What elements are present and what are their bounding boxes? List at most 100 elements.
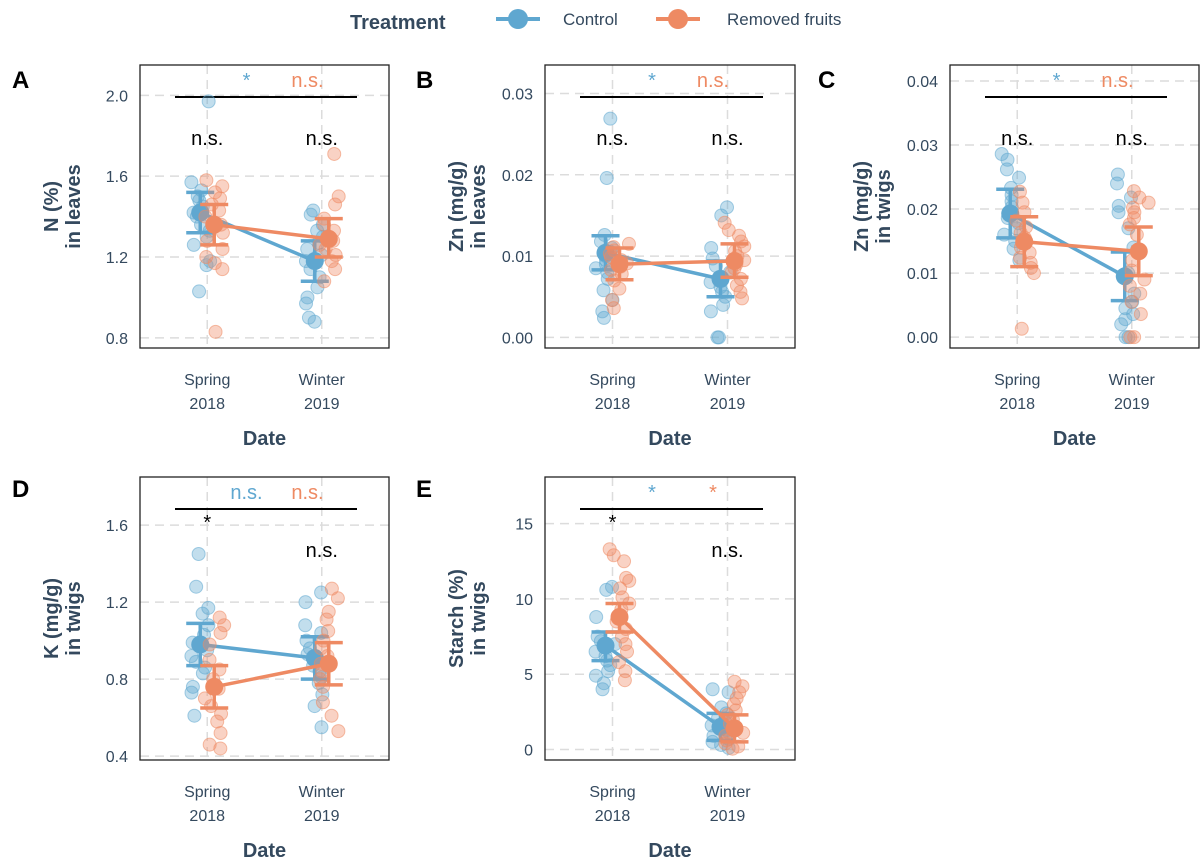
data-point — [315, 695, 330, 710]
x-axis-title: Date — [648, 428, 691, 450]
mean-point — [1015, 232, 1034, 251]
data-point — [613, 581, 628, 596]
mean-point — [725, 251, 744, 270]
series-removed-fruits — [602, 215, 752, 316]
data-point — [202, 637, 217, 652]
series-removed-fruits — [197, 581, 346, 756]
mean-point — [305, 648, 324, 667]
x-axis-title: Date — [243, 428, 286, 450]
comparison-label: n.s. — [596, 128, 628, 150]
y-tick-label: 15 — [515, 517, 533, 534]
panel-letter: A — [12, 67, 29, 94]
x-tick-label: 2018 — [595, 396, 631, 413]
significance-label-removed: n.s. — [1101, 70, 1133, 92]
data-point — [1141, 195, 1156, 210]
mean-point — [305, 252, 324, 271]
data-point — [314, 585, 329, 600]
y-tick-label: 0.4 — [106, 749, 128, 766]
series-removed-fruits — [198, 146, 346, 339]
data-point — [314, 720, 329, 735]
y-tick-label: 0.8 — [106, 672, 128, 689]
data-point — [185, 679, 200, 694]
y-tick-label: 1.6 — [106, 518, 128, 535]
comparison-label: * — [609, 512, 617, 534]
mean-point — [1129, 242, 1148, 261]
data-point — [620, 644, 635, 659]
comparison-label: n.s. — [1116, 128, 1148, 150]
y-tick-label: 0 — [524, 742, 533, 759]
data-point — [315, 687, 330, 702]
mean-line — [1024, 239, 1139, 254]
data-point — [184, 685, 199, 700]
data-point — [617, 554, 632, 569]
y-tick-label: 1.6 — [106, 169, 128, 186]
data-point — [1133, 286, 1148, 301]
data-point — [324, 708, 339, 723]
x-axis-title: Date — [1053, 428, 1096, 450]
plot-frame — [544, 476, 796, 761]
significance-label-control: n.s. — [230, 482, 262, 504]
panel-a: 0.8 1.2 1.6 2.0 Spring 2018 Winter 2019 Date N (%… — [12, 64, 390, 450]
y-tick-label: 0.8 — [106, 331, 128, 348]
x-tick-label: Spring — [589, 372, 635, 389]
significance-label-control: * — [648, 482, 656, 504]
data-point — [606, 548, 621, 563]
mean-point — [596, 636, 615, 655]
data-point — [187, 708, 202, 723]
x-axis-title: Date — [243, 840, 286, 862]
x-tick-label: Winter — [704, 372, 751, 389]
data-point — [603, 111, 618, 126]
data-point — [604, 293, 619, 308]
data-point — [595, 682, 610, 697]
plot-frame — [544, 64, 796, 349]
data-point — [1133, 307, 1148, 322]
y-tick-label: 1.2 — [106, 595, 128, 612]
y-tick-label: 0.04 — [907, 74, 938, 91]
data-point — [213, 726, 228, 741]
data-point — [328, 262, 343, 277]
x-tick-label: Winter — [299, 372, 346, 389]
data-point — [589, 609, 604, 624]
data-point — [321, 604, 336, 619]
significance-label-removed: * — [709, 482, 717, 504]
data-point — [617, 673, 632, 688]
data-point — [307, 314, 322, 329]
x-tick-label: 2019 — [710, 396, 746, 413]
data-point — [720, 200, 735, 215]
data-point — [201, 600, 216, 615]
mean-line — [618, 615, 736, 730]
mean-point — [610, 607, 629, 626]
data-point — [210, 714, 225, 729]
legend: Treatment Control Removed fruits — [350, 9, 841, 34]
mean-point — [205, 677, 224, 696]
data-point — [999, 162, 1014, 177]
legend-title: Treatment — [350, 12, 446, 34]
y-tick-label: 0.01 — [907, 266, 938, 283]
series-removed-fruits — [1009, 184, 1156, 345]
plot-frame — [139, 476, 390, 761]
x-tick-label: Winter — [704, 784, 751, 801]
data-point — [317, 274, 332, 289]
plot-frame — [139, 64, 390, 349]
legend-item-removed: Removed fruits — [656, 9, 841, 29]
data-point — [599, 582, 614, 597]
y-axis-title: in leaves — [63, 164, 85, 249]
comparison-label: n.s. — [1001, 128, 1033, 150]
legend-dot-control — [508, 9, 528, 29]
y-axis-title: in twigs — [873, 169, 895, 243]
y-tick-label: 0.00 — [502, 330, 533, 347]
data-point — [298, 618, 313, 633]
y-tick-label: 1.2 — [106, 250, 128, 267]
panel-e: 0 5 10 15 Spring 2018 Winter 2019 Date Starch (%)… — [416, 476, 796, 862]
data-point — [710, 330, 725, 345]
data-point — [303, 207, 318, 222]
comparison-label: n.s. — [191, 128, 223, 150]
data-point — [1124, 294, 1139, 309]
data-point — [1111, 205, 1126, 220]
data-point — [703, 304, 718, 319]
data-point — [189, 579, 204, 594]
x-tick-label: 2019 — [1114, 396, 1150, 413]
data-point — [1126, 307, 1141, 322]
data-point — [599, 171, 614, 186]
